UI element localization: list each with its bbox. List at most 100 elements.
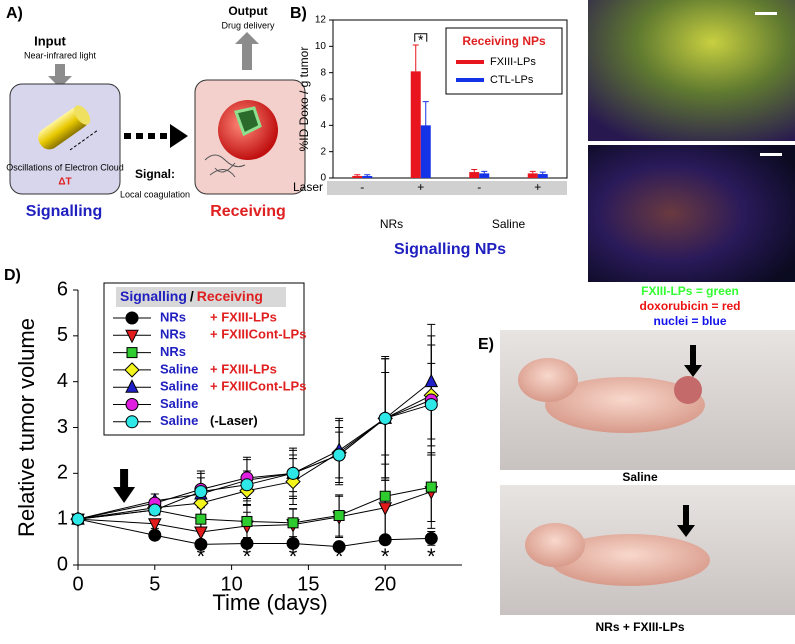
legend-title-part: /: [190, 288, 194, 304]
x-axis-label: Signalling NPs: [394, 241, 506, 258]
marker: [194, 526, 208, 541]
marker: [286, 466, 300, 480]
marker: [126, 347, 138, 359]
legend-label: NRs: [160, 327, 186, 342]
x-tick-label: +: [417, 180, 424, 194]
marker: [124, 362, 140, 378]
panel-a: A) Input Near-infrared light Oscillation…: [6, 4, 306, 220]
y-tick-label: 1: [57, 507, 68, 529]
label: ΔT: [58, 177, 71, 188]
arrow: [170, 124, 188, 148]
legend-label: Saline: [160, 396, 198, 411]
y-tick-label: 12: [315, 15, 327, 26]
label: Input: [34, 33, 66, 48]
legend-box: [103, 282, 305, 436]
significance: *: [289, 544, 298, 569]
micrograph: [588, 145, 795, 282]
laser-row: [327, 181, 567, 195]
marker: [125, 415, 139, 429]
legend-label: Saline: [160, 379, 198, 394]
y-tick-label: 2: [320, 146, 326, 157]
series-line: [77, 404, 432, 520]
panel-label: E): [478, 336, 494, 353]
panel-c: C) FXIII-LPs = green doxorubicin = red n…: [588, 0, 795, 328]
bracket: [414, 33, 428, 42]
series-line: [77, 381, 432, 520]
y-tick-label: 2: [57, 462, 68, 484]
significance: *: [197, 544, 206, 569]
y-tick-label: 6: [320, 94, 326, 105]
fibrin: [204, 154, 246, 178]
marker: [332, 540, 346, 554]
marker: [195, 513, 207, 525]
series-line: [77, 486, 432, 524]
group-label: NRs: [380, 217, 403, 231]
label: Signal:: [135, 167, 175, 181]
error-bar: [539, 171, 546, 175]
annotation: *: [418, 32, 424, 48]
arrow: [48, 64, 72, 88]
marker: [378, 533, 392, 547]
scale-bar: [760, 153, 782, 156]
significance: *: [427, 544, 436, 569]
marker: [378, 411, 392, 425]
y-tick-label: 0: [57, 553, 68, 575]
label: Output: [228, 4, 267, 18]
significance: *: [335, 544, 344, 569]
error-bar: [481, 170, 488, 174]
caption: Saline: [622, 470, 658, 484]
error-bar: [471, 168, 478, 173]
marker: [148, 503, 162, 517]
marker: [332, 448, 346, 462]
x-tick-label: 20: [374, 573, 396, 595]
tumor: [674, 376, 702, 404]
marker: [125, 379, 139, 393]
marker: [241, 515, 253, 527]
legend-label: Saline: [160, 413, 198, 428]
y-tick-label: 5: [57, 324, 68, 346]
x-tick-label: 10: [220, 573, 242, 595]
marker: [147, 518, 162, 532]
marker: [424, 531, 438, 545]
label: Signalling: [26, 203, 102, 220]
legend-label: FXIII-LPs: [490, 56, 536, 68]
y-tick-label: 8: [320, 67, 326, 78]
x-tick-label: -: [360, 180, 364, 194]
mouse: [525, 523, 585, 567]
x-tick-label: 15: [297, 573, 319, 595]
series-line: [77, 518, 432, 548]
marker: [125, 398, 139, 411]
marker: [240, 536, 254, 550]
marker: [286, 536, 300, 550]
bar: [410, 71, 421, 178]
y-tick-label: 4: [57, 370, 68, 392]
panel-label: D): [4, 267, 21, 284]
mouse: [550, 534, 710, 586]
legend-title-bg: [116, 287, 286, 307]
error-bar: [529, 170, 536, 174]
arrow: [235, 32, 259, 70]
marker: [125, 311, 139, 325]
y-axis-label: %ID Doxo / g tumor: [297, 47, 311, 152]
marker: [287, 517, 299, 529]
error-bar: [364, 174, 371, 177]
arrow: [677, 505, 695, 537]
significance: *: [243, 544, 252, 569]
bar: [527, 173, 538, 178]
label: Drug delivery: [221, 20, 275, 30]
panel-e: E) Saline NRs + FXIII-LPs: [478, 330, 795, 634]
legend-text: FXIII-LPs = green: [641, 284, 739, 298]
mouse: [545, 377, 705, 433]
marker: [424, 373, 439, 388]
bar: [352, 176, 363, 178]
legend-label: + FXIII-LPs: [210, 309, 277, 324]
legend-label: CTL-LPs: [490, 74, 534, 86]
y-axis-label: Relative tumor volume: [14, 318, 39, 537]
bar: [362, 176, 373, 178]
legend-title-part: Receiving: [197, 288, 263, 304]
legend-label: (-Laser): [210, 413, 258, 428]
x-tick-label: -: [477, 180, 481, 194]
legend-label: NRs: [160, 309, 186, 324]
x-tick-label: +: [534, 180, 541, 194]
error-bar: [354, 174, 361, 177]
